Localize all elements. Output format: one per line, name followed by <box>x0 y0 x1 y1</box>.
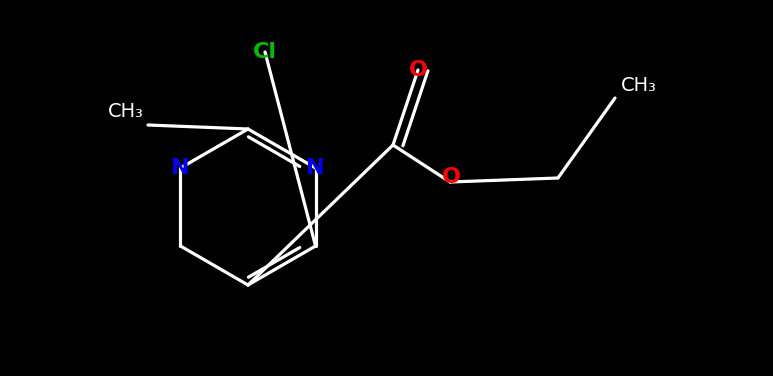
Text: N: N <box>306 158 325 178</box>
Text: CH₃: CH₃ <box>107 102 143 121</box>
Text: O: O <box>408 60 427 80</box>
Text: O: O <box>442 167 461 188</box>
Text: CH₃: CH₃ <box>621 76 657 95</box>
Text: Cl: Cl <box>253 42 277 62</box>
Text: N: N <box>171 158 189 178</box>
